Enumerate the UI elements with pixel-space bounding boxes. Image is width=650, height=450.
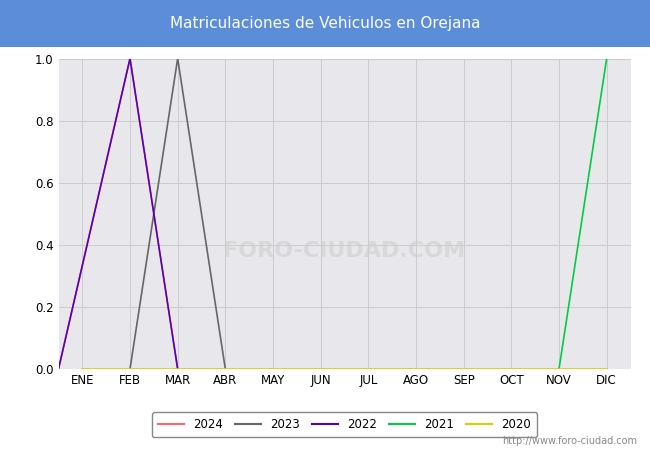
Legend: 2024, 2023, 2022, 2021, 2020: 2024, 2023, 2022, 2021, 2020 [152,412,537,437]
Text: Matriculaciones de Vehiculos en Orejana: Matriculaciones de Vehiculos en Orejana [170,16,480,31]
Text: FORO-CIUDAD.COM: FORO-CIUDAD.COM [224,241,465,261]
Text: http://www.foro-ciudad.com: http://www.foro-ciudad.com [502,436,637,446]
